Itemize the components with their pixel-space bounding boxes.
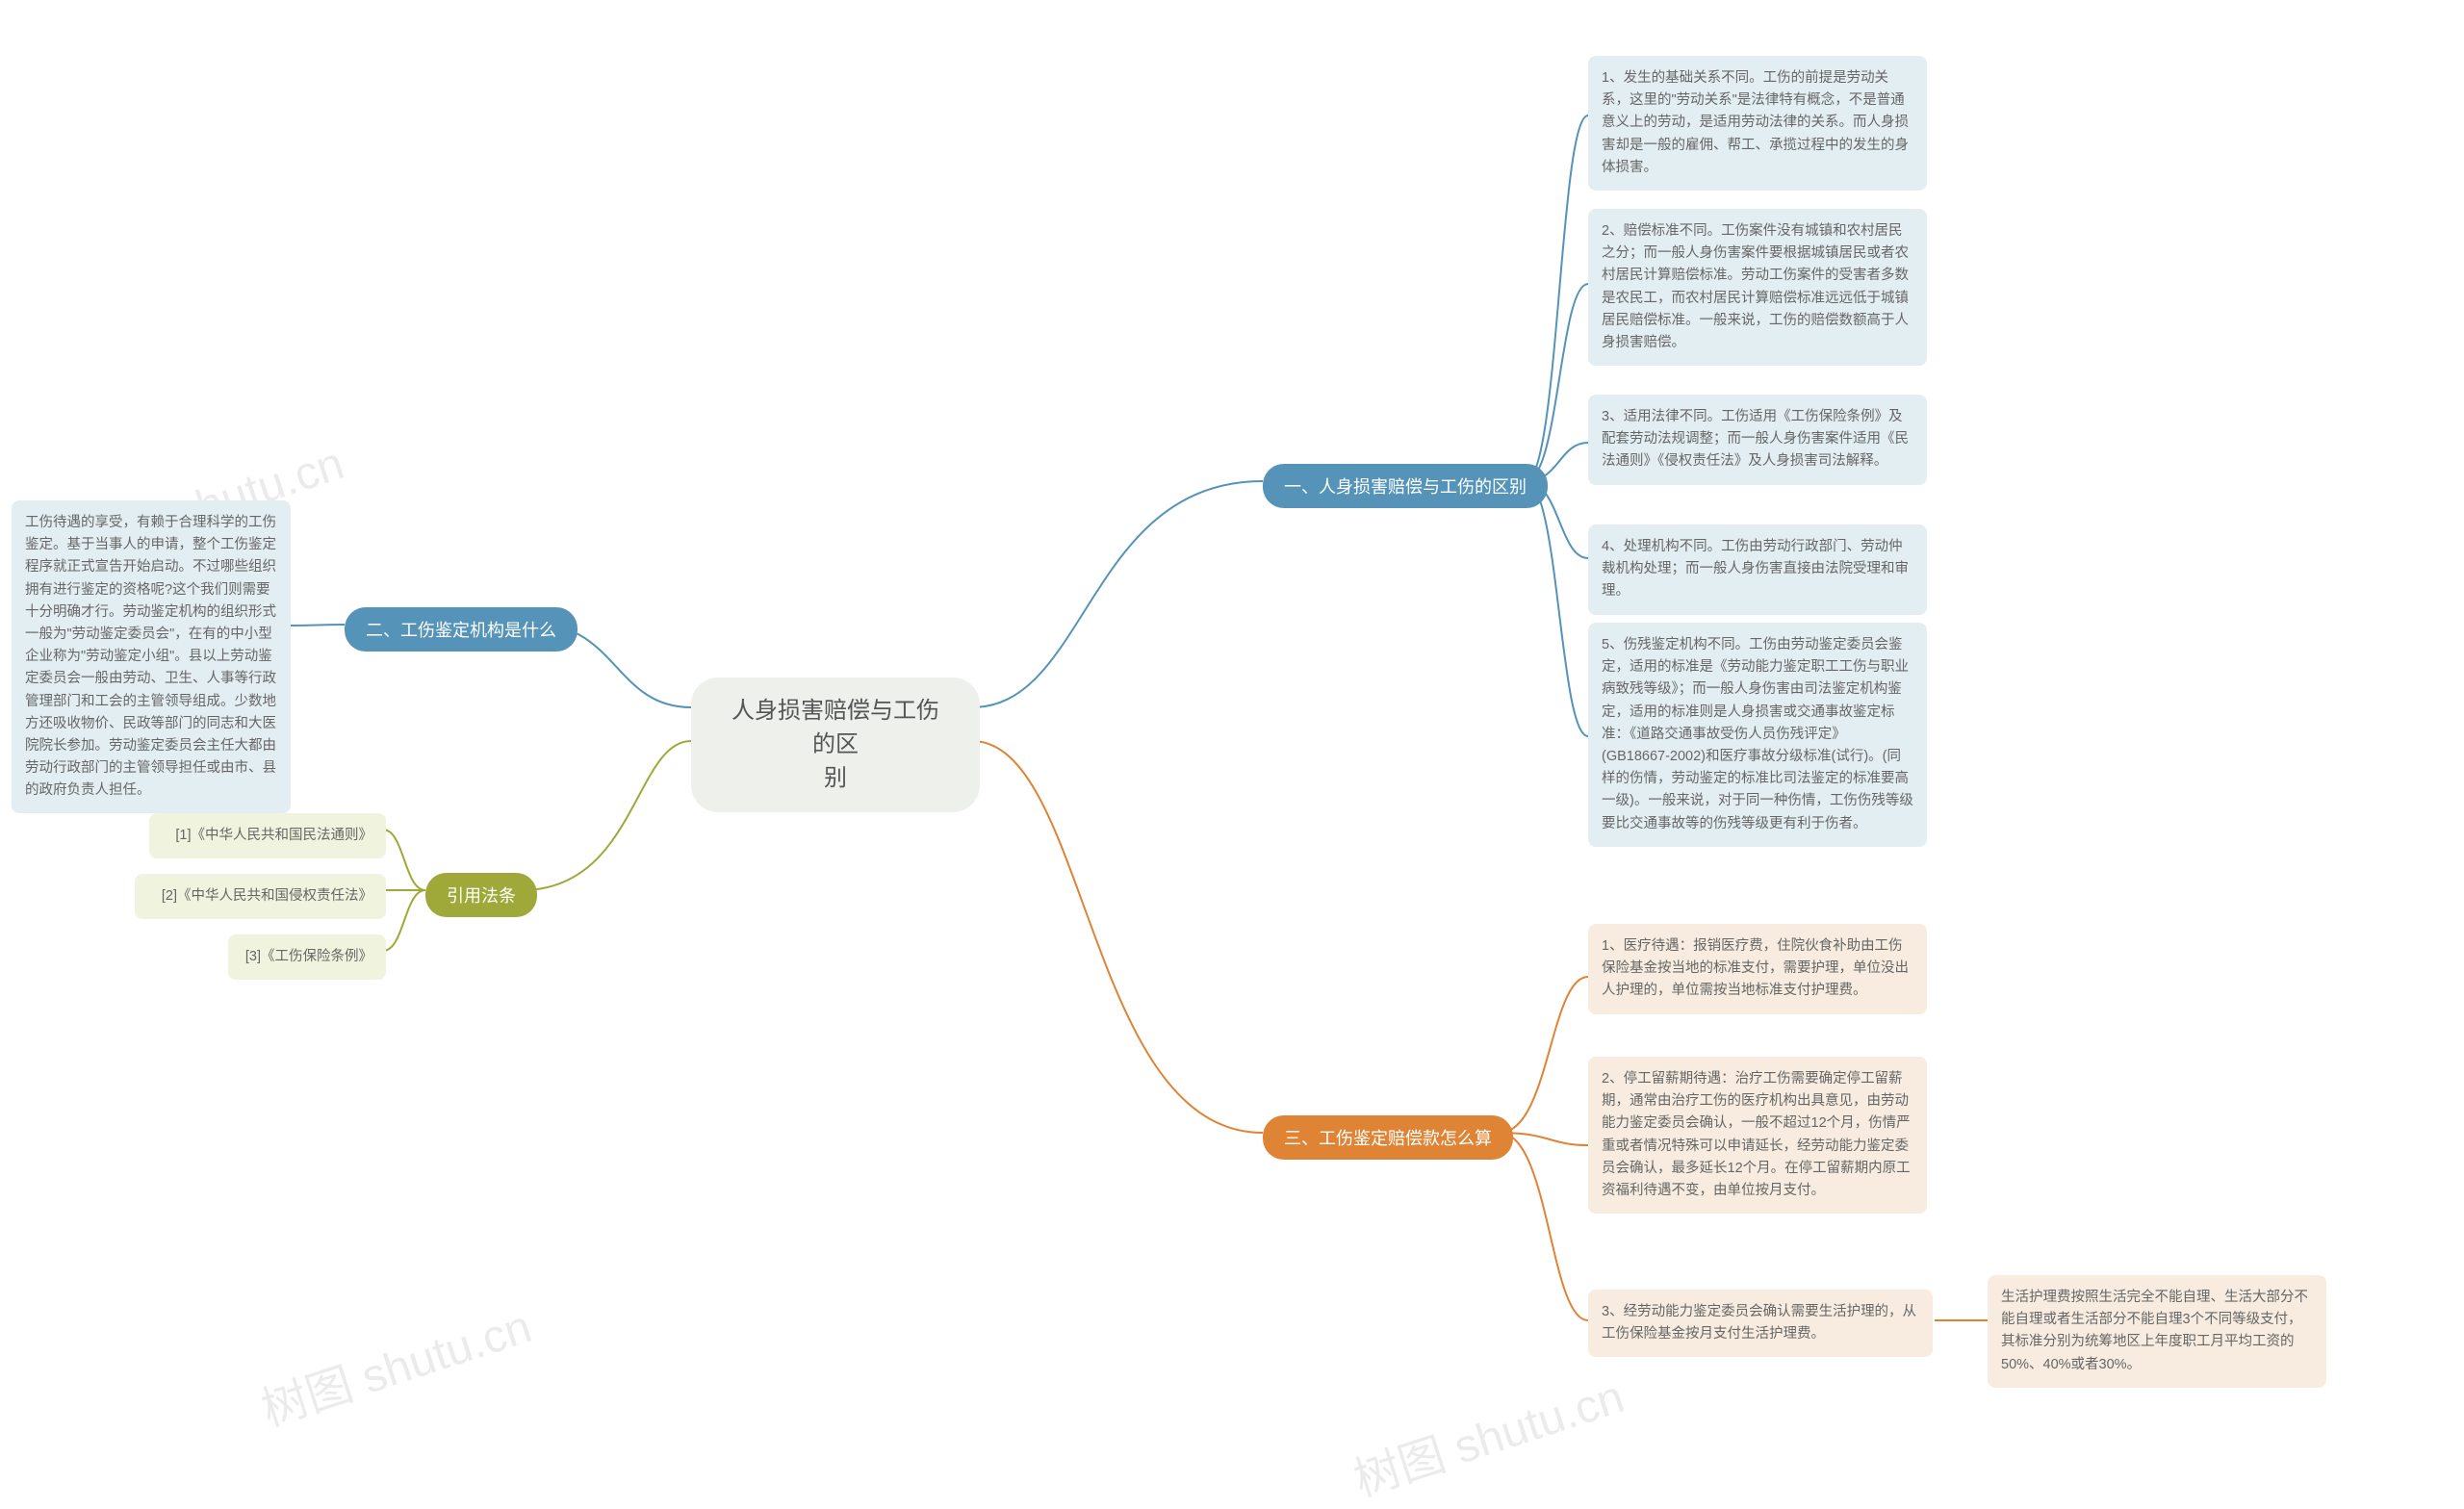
leaf-text: 2、赔偿标准不同。工伤案件没有城镇和农村居民之分；而一般人身伤害案件要根据城镇居…: [1602, 223, 1909, 350]
leaf-ref-1[interactable]: [1]《中华人民共和国民法通则》: [149, 813, 386, 858]
leaf-ref-3[interactable]: [3]《工伤保险条例》: [228, 934, 386, 980]
leaf-1-3[interactable]: 3、适用法律不同。工伤适用《工伤保险条例》及配套劳动法规调整；而一般人身伤害案件…: [1588, 395, 1927, 485]
leaf-text: 3、适用法律不同。工伤适用《工伤保险条例》及配套劳动法规调整；而一般人身伤害案件…: [1602, 409, 1909, 469]
leaf-3-1[interactable]: 1、医疗待遇：报销医疗费，住院伙食补助由工伤保险基金按当地的标准支付，需要护理，…: [1588, 924, 1927, 1014]
leaf-2-1[interactable]: 工伤待遇的享受，有赖于合理科学的工伤鉴定。基于当事人的申请，整个工伤鉴定程序就正…: [12, 500, 291, 813]
leaf-1-4[interactable]: 4、处理机构不同。工伤由劳动行政部门、劳动仲裁机构处理；而一般人身伤害直接由法院…: [1588, 524, 1927, 615]
leaf-text: 1、发生的基础关系不同。工伤的前提是劳动关系，这里的"劳动关系"是法律特有概念，…: [1602, 70, 1909, 175]
leaf-text: [1]《中华人民共和国民法通则》: [175, 828, 372, 843]
leaf-text: 工伤待遇的享受，有赖于合理科学的工伤鉴定。基于当事人的申请，整个工伤鉴定程序就正…: [25, 515, 276, 798]
watermark: 树图 shutu.cn: [251, 1289, 538, 1439]
leaf-3-2[interactable]: 2、停工留薪期待遇：治疗工伤需要确定停工留薪期，通常由治疗工伤的医疗机构出具意见…: [1588, 1057, 1927, 1214]
branch-3-label: 三、工伤鉴定赔偿款怎么算: [1284, 1125, 1492, 1150]
leaf-1-1[interactable]: 1、发生的基础关系不同。工伤的前提是劳动关系，这里的"劳动关系"是法律特有概念，…: [1588, 56, 1927, 191]
leaf-ref-2[interactable]: [2]《中华人民共和国侵权责任法》: [135, 874, 386, 919]
leaf-text: 1、医疗待遇：报销医疗费，住院伙食补助由工伤保险基金按当地的标准支付，需要护理，…: [1602, 938, 1909, 998]
branch-2[interactable]: 二、工伤鉴定机构是什么: [345, 607, 578, 652]
watermark: 树图 shutu.cn: [1344, 1359, 1630, 1509]
leaf-text: 生活护理费按照生活完全不能自理、生活大部分不能自理或者生活部分不能自理3个不同等…: [2001, 1290, 2308, 1372]
branch-2-label: 二、工伤鉴定机构是什么: [366, 617, 556, 642]
leaf-1-2[interactable]: 2、赔偿标准不同。工伤案件没有城镇和农村居民之分；而一般人身伤害案件要根据城镇居…: [1588, 209, 1927, 366]
leaf-1-5[interactable]: 5、伤残鉴定机构不同。工伤由劳动鉴定委员会鉴定，适用的标准是《劳动能力鉴定职工工…: [1588, 623, 1927, 847]
branch-ref-label: 引用法条: [447, 882, 516, 908]
center-node[interactable]: 人身损害赔偿与工伤的区 别: [691, 678, 980, 812]
leaf-text: 3、经劳动能力鉴定委员会确认需要生活护理的，从工伤保险基金按月支付生活护理费。: [1602, 1304, 1916, 1342]
center-title: 人身损害赔偿与工伤的区 别: [726, 695, 945, 795]
leaf-text: [3]《工伤保险条例》: [245, 949, 372, 964]
branch-1-label: 一、人身损害赔偿与工伤的区别: [1284, 473, 1527, 499]
leaf-3-3[interactable]: 3、经劳动能力鉴定委员会确认需要生活护理的，从工伤保险基金按月支付生活护理费。: [1588, 1290, 1933, 1357]
leaf-text: 5、伤残鉴定机构不同。工伤由劳动鉴定委员会鉴定，适用的标准是《劳动能力鉴定职工工…: [1602, 637, 1913, 831]
leaf-3-3-sub[interactable]: 生活护理费按照生活完全不能自理、生活大部分不能自理或者生活部分不能自理3个不同等…: [1988, 1275, 2326, 1388]
leaf-text: 2、停工留薪期待遇：治疗工伤需要确定停工留薪期，通常由治疗工伤的医疗机构出具意见…: [1602, 1071, 1911, 1198]
leaf-text: [2]《中华人民共和国侵权责任法》: [162, 888, 372, 904]
leaf-text: 4、处理机构不同。工伤由劳动行政部门、劳动仲裁机构处理；而一般人身伤害直接由法院…: [1602, 539, 1909, 599]
branch-ref[interactable]: 引用法条: [425, 873, 537, 917]
branch-1[interactable]: 一、人身损害赔偿与工伤的区别: [1263, 464, 1548, 508]
branch-3[interactable]: 三、工伤鉴定赔偿款怎么算: [1263, 1115, 1513, 1160]
